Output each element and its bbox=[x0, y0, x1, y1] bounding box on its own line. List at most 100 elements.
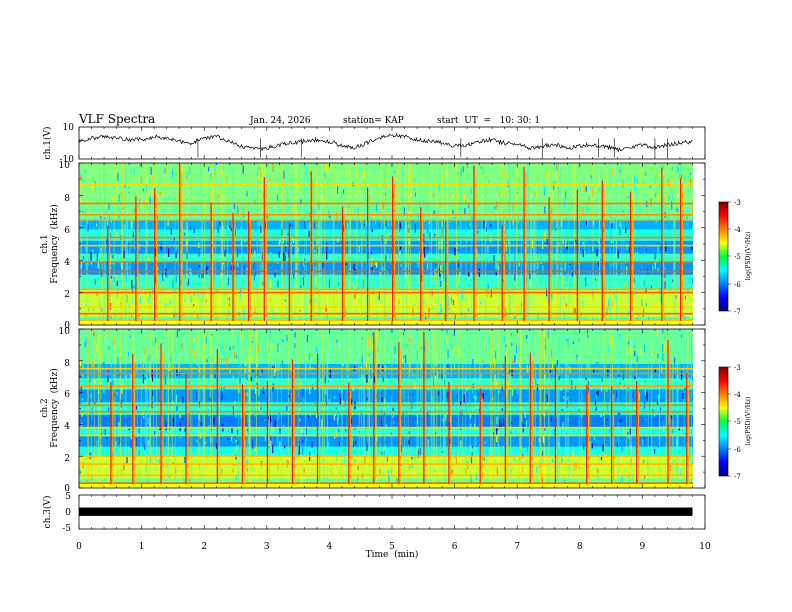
sp2-sferic bbox=[171, 329, 173, 488]
sp2-texture bbox=[411, 463, 413, 468]
sp1-texture bbox=[639, 169, 641, 178]
sp1-texture bbox=[329, 246, 331, 250]
sp2-texture bbox=[169, 362, 171, 371]
sp2-texture bbox=[294, 343, 296, 348]
sp2-sferic bbox=[557, 329, 559, 488]
sp1-texture bbox=[284, 232, 286, 236]
sp1-texture bbox=[477, 230, 479, 234]
sp1-sferic bbox=[120, 163, 122, 325]
sp2-texture bbox=[576, 357, 578, 363]
sp2-sferic bbox=[506, 329, 507, 488]
sp2-texture bbox=[411, 368, 413, 372]
sp2-texture bbox=[496, 427, 498, 435]
sp2-burst-echo-16 bbox=[531, 360, 533, 488]
sp2-texture bbox=[165, 421, 167, 431]
sp1-texture bbox=[671, 201, 673, 210]
sp2-texture bbox=[90, 473, 92, 479]
sp1-texture bbox=[354, 283, 356, 291]
sp1-texture bbox=[354, 274, 356, 282]
sp2-texture bbox=[643, 400, 646, 408]
sp2-texture bbox=[502, 374, 504, 376]
sp2-texture bbox=[597, 475, 599, 480]
sp2-sferic bbox=[203, 329, 205, 488]
sp2-texture bbox=[460, 440, 462, 449]
sp1-texture bbox=[80, 168, 82, 171]
sp2-sferic bbox=[416, 329, 418, 488]
sp1-texture bbox=[394, 171, 396, 174]
sp1-texture bbox=[118, 255, 121, 259]
sp2-sferic bbox=[322, 329, 324, 488]
sp2-sferic bbox=[659, 329, 660, 488]
sp1-texture bbox=[250, 175, 252, 178]
sp1-texture bbox=[433, 210, 435, 215]
sp1-texture bbox=[352, 208, 354, 210]
sp2-texture bbox=[366, 479, 368, 482]
sp1-texture bbox=[183, 300, 185, 303]
sp1-texture bbox=[142, 282, 144, 285]
colorbar-ch2-label: log(PSD)(V²/Hz) bbox=[745, 397, 752, 446]
sp1-sferic bbox=[557, 163, 559, 325]
sp1-texture bbox=[80, 198, 82, 203]
sp2-texture bbox=[221, 358, 223, 363]
sp1-texture bbox=[385, 255, 387, 264]
sp1-sferic bbox=[296, 163, 297, 325]
sp2-texture bbox=[302, 388, 304, 396]
sp2-texture bbox=[182, 464, 184, 472]
sp2-sferic bbox=[391, 329, 393, 488]
sp1-texture bbox=[162, 273, 164, 281]
sp2-texture bbox=[597, 390, 599, 396]
sp2-ylabel-frequency: Frequency (kHz) bbox=[49, 368, 60, 447]
sp2-texture bbox=[279, 428, 281, 434]
sp1-blank-end bbox=[693, 163, 705, 325]
sp1-texture bbox=[668, 314, 670, 318]
sp1-texture bbox=[546, 239, 548, 247]
sp1-texture bbox=[261, 252, 263, 261]
sp2-texture bbox=[453, 331, 455, 337]
sp2-texture bbox=[354, 459, 356, 463]
sp1-texture bbox=[552, 181, 555, 191]
sp1-texture bbox=[399, 222, 401, 229]
sp1-texture bbox=[493, 255, 495, 264]
sp2-texture bbox=[470, 473, 473, 481]
sp2-texture bbox=[569, 367, 571, 375]
sp2-texture bbox=[634, 379, 636, 387]
sp2-texture bbox=[338, 428, 340, 433]
sp2-texture bbox=[342, 394, 344, 399]
sp2-texture bbox=[96, 344, 98, 353]
sp1-texture bbox=[518, 249, 520, 251]
sp2-texture bbox=[301, 429, 303, 434]
sp1-texture bbox=[345, 170, 347, 176]
sp1-texture bbox=[212, 189, 214, 198]
sp1-texture bbox=[490, 234, 492, 243]
sp1-texture bbox=[230, 265, 232, 271]
sp1-sferic bbox=[262, 163, 264, 325]
sp2-texture bbox=[175, 394, 178, 403]
sp1-sferic bbox=[113, 163, 115, 325]
sp2-texture bbox=[145, 458, 147, 464]
sp2-texture bbox=[502, 380, 504, 389]
sp2-texture bbox=[568, 418, 570, 420]
sp1-sferic bbox=[497, 163, 499, 325]
sp2-sferic bbox=[404, 329, 406, 488]
sp2-texture bbox=[246, 332, 248, 341]
sp2-texture bbox=[628, 476, 630, 484]
sp1-texture bbox=[152, 174, 154, 181]
sp2-texture bbox=[460, 401, 462, 407]
sp1-texture bbox=[429, 190, 431, 195]
sp2-texture bbox=[235, 439, 237, 443]
sp1-burst-14 bbox=[445, 221, 447, 325]
sp1-texture bbox=[670, 209, 672, 212]
sp2-texture bbox=[560, 457, 563, 465]
sp1-texture bbox=[85, 260, 87, 269]
sp1-burst-3 bbox=[179, 164, 181, 325]
sp1-texture bbox=[660, 296, 662, 303]
sp1-texture bbox=[305, 251, 307, 255]
sp2-texture bbox=[120, 469, 123, 477]
sp1-texture bbox=[507, 317, 509, 320]
sp1-texture bbox=[458, 260, 460, 268]
sp1-sferic bbox=[180, 163, 182, 325]
sp2-sferic bbox=[399, 329, 401, 488]
sp2-texture bbox=[551, 359, 554, 369]
sp2-burst-15 bbox=[504, 355, 506, 488]
xtick-label-5: 5 bbox=[389, 542, 395, 552]
